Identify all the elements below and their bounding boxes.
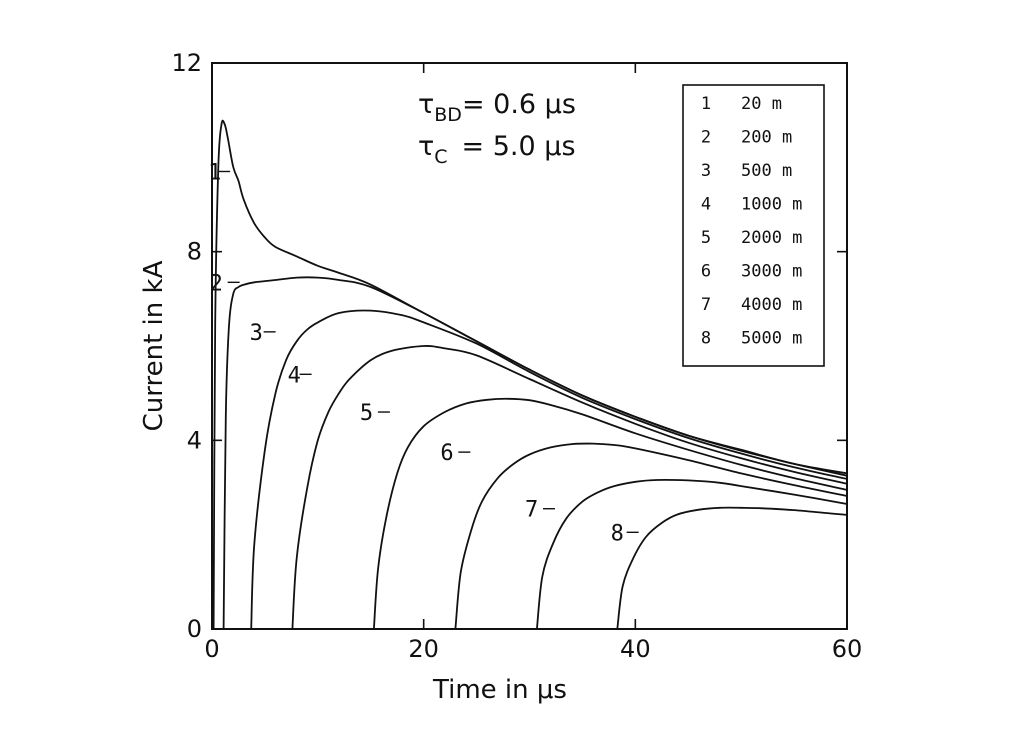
legend-label: 20 m bbox=[741, 94, 782, 114]
legend-label: 4000 m bbox=[741, 295, 802, 315]
legend-label: 1000 m bbox=[741, 195, 802, 215]
series-line-3 bbox=[250, 309, 848, 630]
curve-label-6: 6 bbox=[440, 441, 453, 466]
tau-c-symbol: τ bbox=[418, 131, 434, 162]
curve-label-3: 3 bbox=[250, 321, 263, 346]
legend-box bbox=[682, 84, 825, 367]
series-line-6 bbox=[454, 442, 848, 630]
y-axis-title: Current in kA bbox=[139, 260, 169, 431]
curve-label-2: 2 bbox=[210, 271, 223, 296]
legend-number: 4 bbox=[701, 195, 711, 215]
legend-number: 8 bbox=[701, 329, 711, 349]
series-line-8 bbox=[616, 506, 848, 630]
curve-label-8: 8 bbox=[611, 521, 624, 546]
data-curves bbox=[212, 119, 848, 630]
y-tick-label: 0 bbox=[187, 615, 202, 643]
tau-c-value: = 5.0 μs bbox=[462, 131, 576, 162]
curve-labels: 1 2 34 5 6 7 8 bbox=[208, 160, 639, 546]
series-line-5 bbox=[373, 397, 848, 630]
legend-label: 3000 m bbox=[741, 262, 802, 282]
curve-label-5: 5 bbox=[360, 401, 373, 426]
legend-number: 3 bbox=[701, 161, 711, 181]
series-line-4 bbox=[291, 345, 848, 630]
legend-label: 5000 m bbox=[741, 329, 802, 349]
legend: 1 20 m 2 200 m 3 500 m 4 1000 m 5 2000 m 6 3000 m 7 4… bbox=[682, 84, 825, 367]
curve-label-1: 1 bbox=[208, 160, 221, 185]
plot-frame bbox=[211, 62, 848, 630]
tau-c-subscript: C bbox=[434, 146, 447, 168]
legend-number: 5 bbox=[701, 228, 711, 248]
x-tick-label: 60 bbox=[832, 635, 863, 663]
series-line-2 bbox=[222, 276, 848, 630]
tau-bd-value: = 0.6 μs bbox=[462, 89, 576, 120]
x-tick-label: 40 bbox=[620, 635, 651, 663]
legend-number: 1 bbox=[701, 94, 711, 114]
y-tick-label: 4 bbox=[187, 426, 202, 454]
legend-number: 2 bbox=[701, 128, 711, 148]
series-line-7 bbox=[536, 478, 848, 630]
tau-bd-symbol: τ bbox=[418, 89, 434, 120]
tau-bd-subscript: BD bbox=[434, 104, 462, 126]
legend-label: 2000 m bbox=[741, 228, 802, 248]
legend-number: 6 bbox=[701, 262, 711, 282]
curve-label-7: 7 bbox=[525, 498, 538, 523]
legend-entries: 1 20 m 2 200 m 3 500 m 4 1000 m 5 2000 m 6 3000 m 7 4… bbox=[701, 94, 803, 349]
tau-bd-annotation: τBD= 0.6 μs bbox=[418, 89, 576, 126]
tau-c-annotation: τC = 5.0 μs bbox=[418, 131, 576, 168]
legend-number: 7 bbox=[701, 295, 711, 315]
curve-label-4: 4 bbox=[288, 363, 301, 388]
x-tick-label: 20 bbox=[408, 635, 439, 663]
legend-label: 200 m bbox=[741, 128, 792, 148]
x-axis-title: Time in μs bbox=[432, 675, 567, 705]
y-tick-label: 8 bbox=[187, 238, 202, 266]
x-tick-label: 0 bbox=[204, 635, 219, 663]
y-tick-label: 12 bbox=[171, 49, 202, 77]
legend-label: 500 m bbox=[741, 161, 792, 181]
